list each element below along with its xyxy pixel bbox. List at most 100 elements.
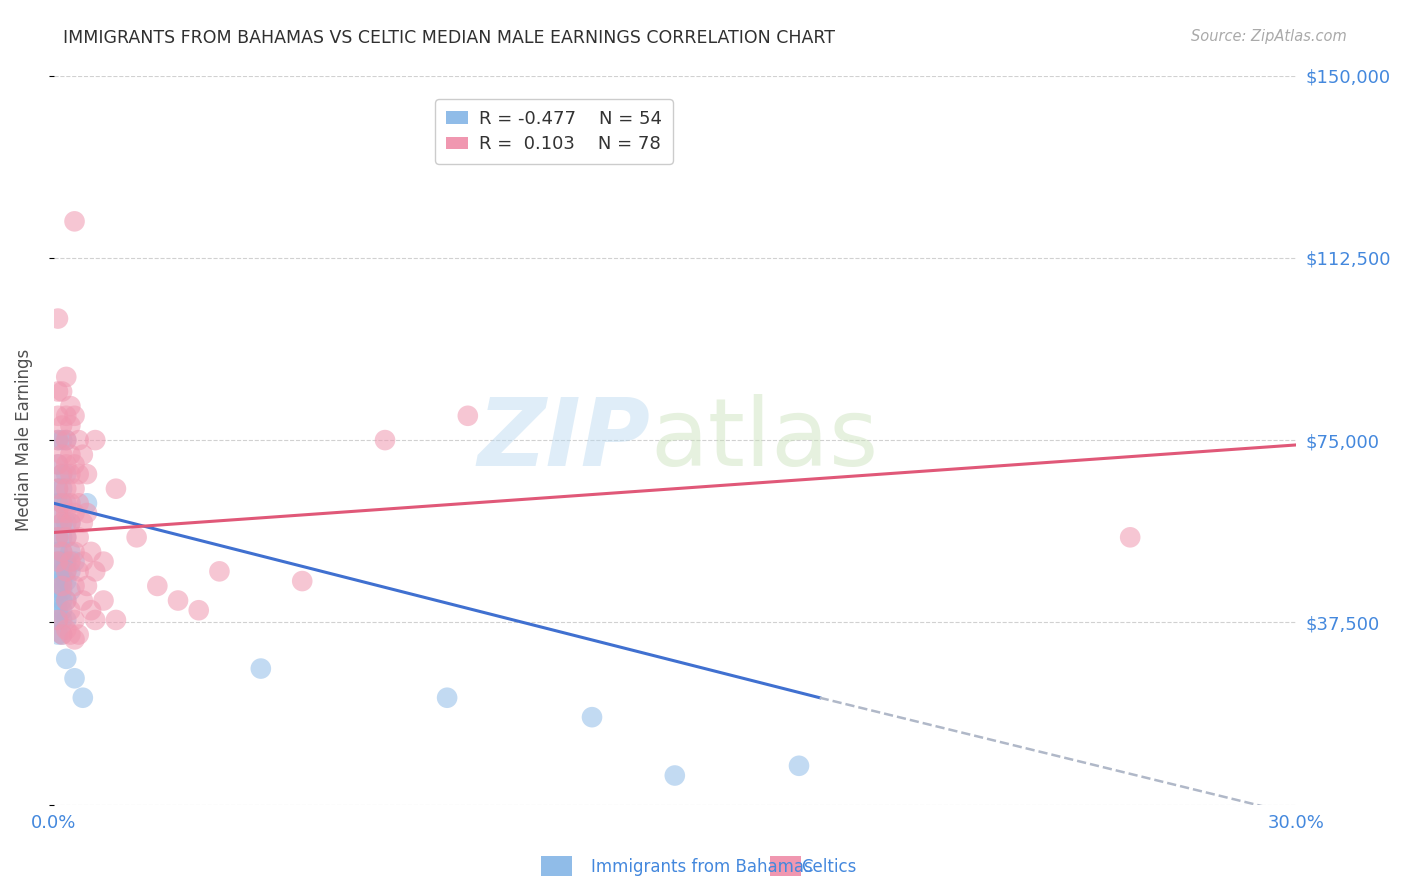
Point [67, 530, 90, 544]
Point [59, 448, 82, 462]
Point [51, 418, 73, 433]
Point [72, 448, 94, 462]
Point [59, 399, 82, 413]
Point [55, 530, 77, 544]
Point [55, 496, 77, 510]
Point [51, 482, 73, 496]
Point [46, 516, 69, 530]
Point [55, 482, 77, 496]
Point [55, 623, 77, 637]
Point [46, 409, 69, 423]
Point [51, 627, 73, 641]
Point [51, 448, 73, 462]
Point [76, 506, 98, 520]
Point [80, 603, 103, 617]
Point [51, 555, 73, 569]
Point [46, 384, 69, 399]
Point [46, 613, 69, 627]
Point [374, 433, 396, 447]
Point [76, 496, 98, 510]
Point [51, 583, 73, 598]
Point [46, 482, 69, 496]
Point [59, 603, 82, 617]
Point [59, 627, 82, 641]
Point [93, 593, 115, 607]
Point [80, 545, 103, 559]
Point [84, 433, 107, 447]
Point [59, 516, 82, 530]
Point [67, 467, 90, 482]
Point [51, 565, 73, 579]
Point [51, 627, 73, 641]
Point [55, 467, 77, 482]
Point [104, 482, 127, 496]
Point [664, 768, 686, 782]
Point [51, 530, 73, 544]
Point [1119, 530, 1142, 544]
Point [55, 574, 77, 588]
Point [55, 433, 77, 447]
Point [46, 603, 69, 617]
Point [67, 627, 90, 641]
Point [46, 433, 69, 447]
Point [84, 565, 107, 579]
Point [46, 555, 69, 569]
Point [104, 613, 127, 627]
Point [63, 671, 86, 685]
Point [59, 583, 82, 598]
Point [55, 565, 77, 579]
Point [59, 496, 82, 510]
Point [55, 613, 77, 627]
Point [59, 545, 82, 559]
Point [51, 545, 73, 559]
Text: IMMIGRANTS FROM BAHAMAS VS CELTIC MEDIAN MALE EARNINGS CORRELATION CHART: IMMIGRANTS FROM BAHAMAS VS CELTIC MEDIAN… [63, 29, 835, 46]
Point [46, 530, 69, 544]
Point [51, 496, 73, 510]
Point [59, 516, 82, 530]
Point [63, 579, 86, 593]
Point [250, 662, 273, 676]
Point [51, 496, 73, 510]
Point [59, 418, 82, 433]
Text: Celtics: Celtics [801, 858, 856, 876]
Point [55, 506, 77, 520]
Text: Immigrants from Bahamas: Immigrants from Bahamas [591, 858, 813, 876]
Point [51, 433, 73, 447]
Point [72, 593, 94, 607]
Point [72, 516, 94, 530]
Point [51, 516, 73, 530]
Point [46, 627, 69, 641]
Point [76, 467, 98, 482]
Point [63, 506, 86, 520]
Point [63, 555, 86, 569]
Point [55, 652, 77, 666]
Point [46, 574, 69, 588]
Text: ZIP: ZIP [477, 394, 650, 486]
Point [59, 555, 82, 569]
Point [46, 496, 69, 510]
Point [59, 467, 82, 482]
Point [46, 433, 69, 447]
Point [51, 516, 73, 530]
Point [167, 593, 190, 607]
Point [63, 214, 86, 228]
Point [46, 545, 69, 559]
Point [46, 506, 69, 520]
Point [46, 565, 69, 579]
Point [46, 458, 69, 472]
Point [72, 555, 94, 569]
Point [46, 530, 69, 544]
Point [55, 516, 77, 530]
Point [51, 613, 73, 627]
Point [76, 579, 98, 593]
Point [187, 603, 209, 617]
Point [291, 574, 314, 588]
Text: Source: ZipAtlas.com: Source: ZipAtlas.com [1191, 29, 1347, 44]
Point [46, 593, 69, 607]
Point [93, 555, 115, 569]
Point [46, 458, 69, 472]
Point [46, 482, 69, 496]
Point [208, 565, 231, 579]
Point [59, 565, 82, 579]
Point [46, 613, 69, 627]
